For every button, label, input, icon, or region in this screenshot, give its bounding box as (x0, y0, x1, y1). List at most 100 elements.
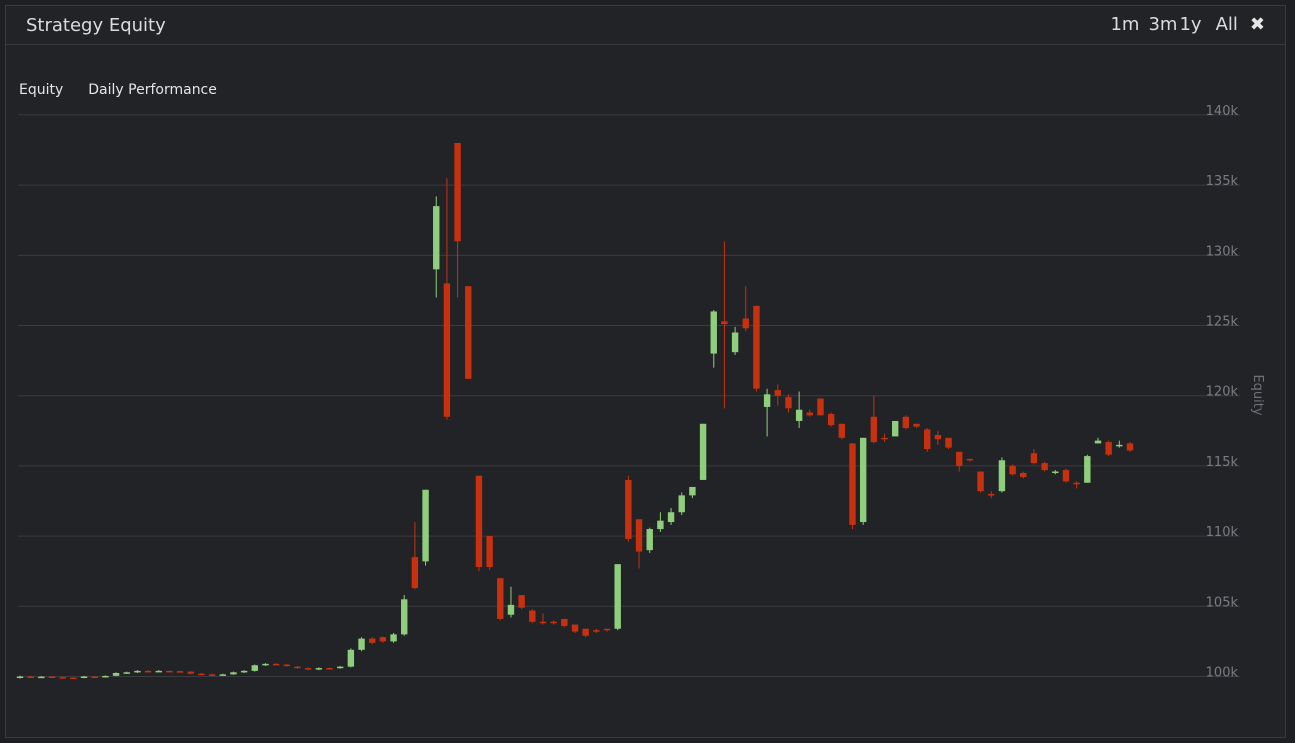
candle-body (849, 443, 856, 525)
equity-panel: Strategy Equity 1m 3m 1y All ✖ (5, 5, 1286, 738)
candle-body (603, 628, 611, 631)
candle (38, 676, 45, 679)
candle (315, 667, 323, 671)
candle (144, 670, 152, 673)
candle-body (208, 674, 216, 676)
candle (326, 667, 333, 670)
candle (774, 384, 781, 406)
candle (1030, 449, 1038, 465)
tab-equity[interactable]: Equity (19, 82, 64, 98)
candle (1062, 468, 1070, 483)
range-3m-button[interactable]: 3m (1148, 14, 1178, 35)
candle (998, 457, 1006, 493)
candle (1116, 440, 1123, 448)
candle (657, 512, 664, 532)
candle (731, 326, 739, 355)
candle-body (187, 671, 194, 674)
candle (1084, 454, 1091, 483)
candle-body (593, 630, 600, 632)
candle-body (678, 495, 685, 513)
candle (646, 527, 653, 553)
candle-body (475, 475, 483, 567)
candle-body (945, 437, 952, 448)
candle-body (219, 674, 226, 676)
candle (80, 675, 88, 679)
candle (614, 564, 621, 631)
candle-body (518, 595, 525, 608)
candle-body (390, 634, 397, 642)
candle-body (123, 672, 130, 674)
candle (678, 492, 685, 516)
candle (561, 618, 568, 628)
candle (945, 437, 952, 450)
candle (112, 672, 120, 677)
y-tick-label: 110k (1206, 525, 1239, 540)
candle-body (102, 675, 109, 678)
candle-body (155, 670, 162, 673)
candle (16, 675, 24, 679)
candle (806, 409, 814, 417)
candle-body (956, 451, 963, 466)
candle (635, 519, 643, 569)
candle-body (176, 671, 184, 673)
candle (251, 664, 259, 672)
candle-body (1020, 472, 1027, 478)
candle-body (336, 666, 344, 669)
candle (70, 677, 77, 680)
candle (369, 637, 376, 645)
candle (390, 632, 397, 643)
candle-body (454, 142, 461, 242)
candle-body (497, 578, 504, 619)
candle-body (625, 479, 632, 539)
candle (1020, 471, 1027, 479)
candle-body (699, 423, 707, 480)
candle-body (881, 437, 888, 440)
candle (134, 670, 141, 673)
candle-body (721, 321, 728, 325)
candle-body (924, 429, 931, 450)
candle-body (806, 412, 814, 416)
candle (539, 613, 547, 625)
candle (486, 536, 493, 570)
candle-body (27, 676, 34, 678)
candle (550, 620, 557, 625)
candle (785, 394, 792, 413)
candle-body (38, 676, 45, 679)
candle-body (465, 286, 472, 379)
close-icon[interactable]: ✖ (1249, 14, 1265, 35)
range-1y-button[interactable]: 1y (1179, 14, 1202, 35)
candle-body (817, 398, 824, 416)
range-all-button[interactable]: All (1215, 14, 1238, 35)
candle (902, 415, 910, 430)
candle-body (689, 486, 696, 496)
candle-body (785, 397, 792, 409)
candle-body (369, 638, 376, 643)
candle-body (48, 676, 56, 678)
candle-body (550, 621, 557, 624)
range-1m-button[interactable]: 1m (1110, 14, 1140, 35)
candle-body (529, 610, 536, 622)
y-tick-label: 135k (1206, 174, 1239, 189)
candle-body (272, 663, 280, 666)
candle (283, 664, 291, 667)
candle (166, 670, 173, 673)
candle (1052, 470, 1059, 475)
candle (475, 475, 483, 572)
candle (1105, 440, 1112, 457)
candle (208, 673, 216, 676)
candle (827, 412, 835, 427)
y-tick-label: 130k (1206, 244, 1239, 259)
candle-body (838, 423, 846, 438)
candle-body (763, 394, 771, 407)
candle-body (443, 283, 451, 417)
tab-daily-performance[interactable]: Daily Performance (88, 82, 217, 98)
candle (465, 286, 472, 379)
y-tick-label: 125k (1206, 315, 1239, 330)
candle-body (827, 413, 835, 426)
candle-body (1094, 440, 1102, 444)
candle (518, 595, 525, 610)
candle-body (411, 557, 419, 589)
y-tick-label: 140k (1206, 104, 1239, 119)
candle (27, 675, 34, 678)
